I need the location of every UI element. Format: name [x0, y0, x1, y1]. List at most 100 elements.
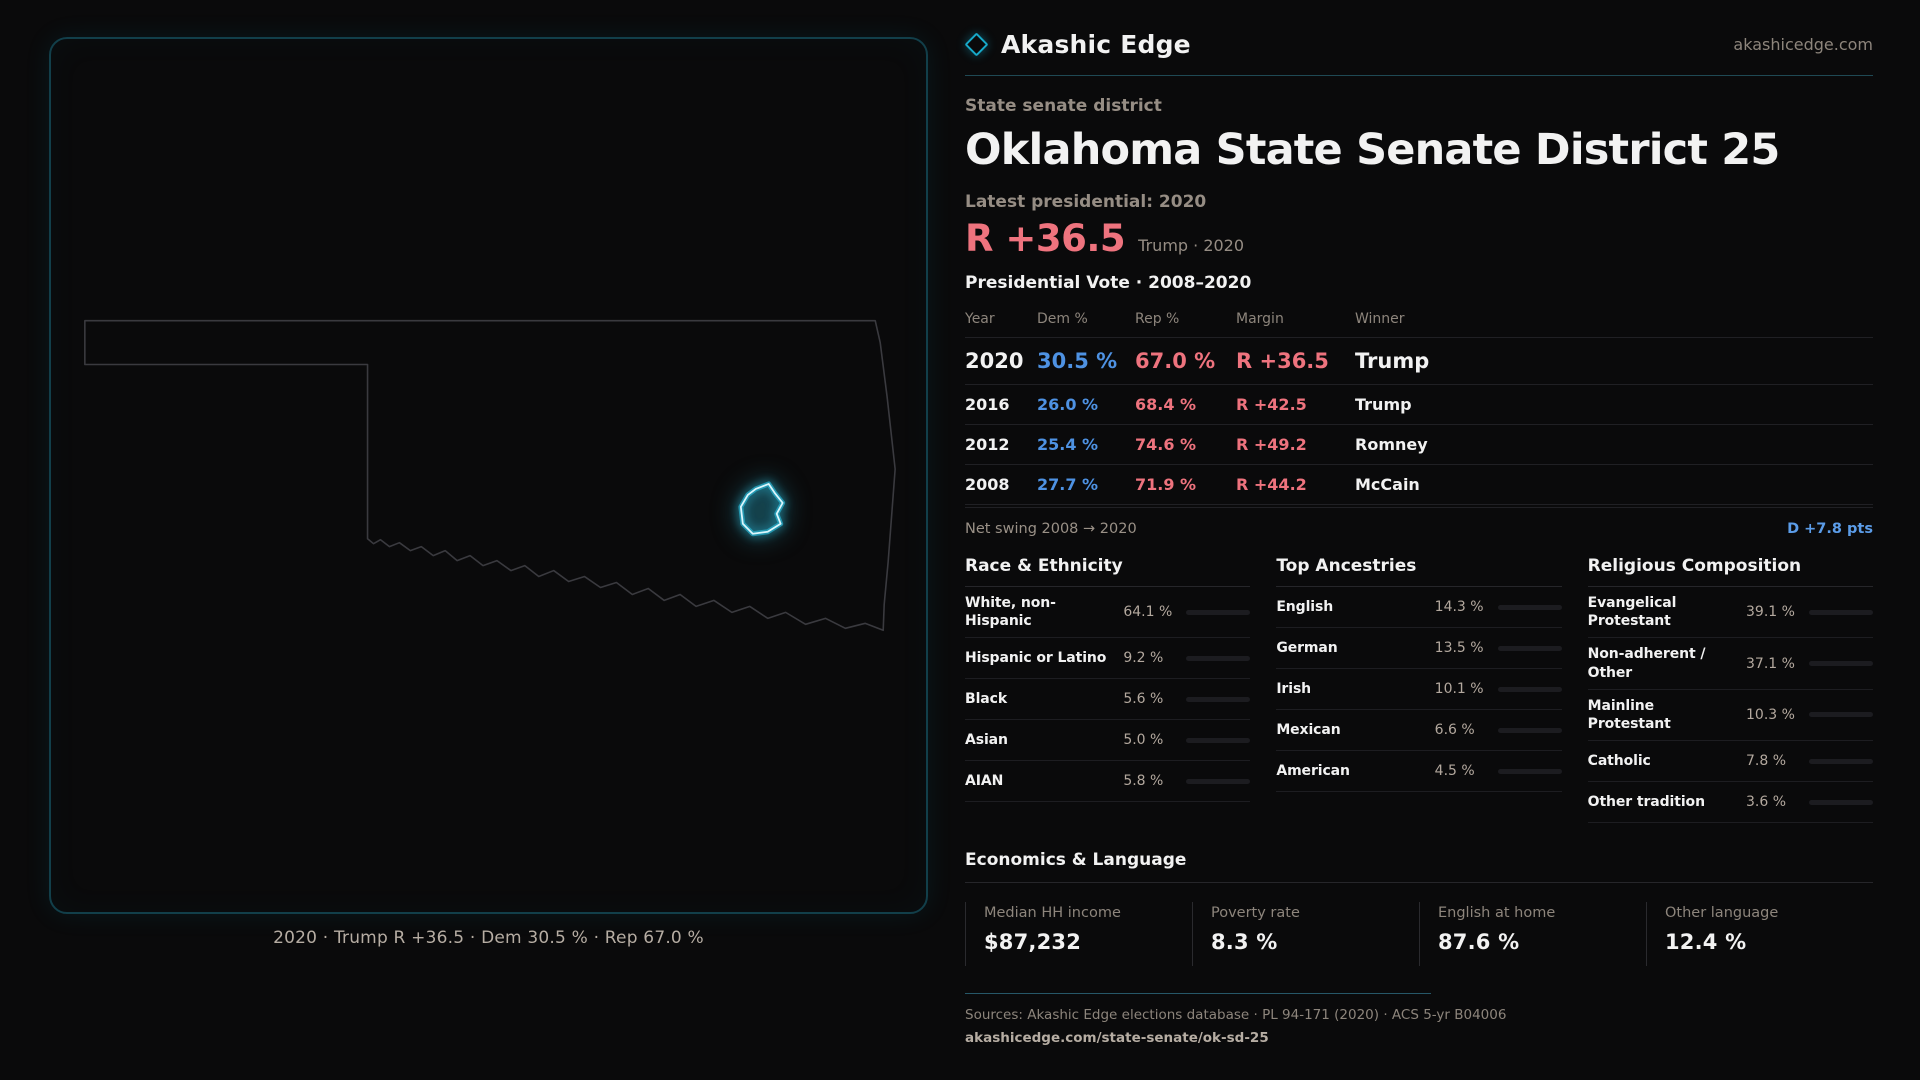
demo-value: 5.0 %	[1123, 732, 1164, 749]
net-swing-row: Net swing 2008 → 2020 D +7.8 pts	[965, 507, 1873, 537]
demo-label: Asian	[965, 732, 1008, 749]
demo-value: 37.1 %	[1746, 655, 1795, 672]
demo-value: 5.8 %	[1123, 773, 1164, 790]
religious-composition-section: Religious Composition Evangelical Protes…	[1587, 556, 1873, 824]
cell-dem: 27.7 %	[1037, 475, 1099, 494]
stat-value: 8.3 %	[1211, 930, 1278, 955]
headline-margin: R +36.5 Trump · 2020	[965, 217, 1873, 260]
presidential-vote-table: Year Dem % Rep % Margin Winner 2020 30.5…	[965, 305, 1873, 505]
stat-label: Median HH income	[984, 905, 1121, 922]
demo-row: Catholic 7.8 %	[1587, 741, 1873, 783]
demo-row: Evangelical Protestant 39.1 %	[1587, 587, 1873, 639]
demo-bar	[1186, 655, 1251, 661]
top-ancestries-section: Top Ancestries English 14.3 % German 13.…	[1276, 556, 1562, 823]
table-row: 2016 26.0 % 68.4 % R +42.5 Trump	[965, 385, 1873, 425]
col-winner: Winner	[1355, 311, 1405, 327]
stat-english-at-home: English at home 87.6 %	[1419, 902, 1646, 967]
oklahoma-map	[84, 319, 896, 632]
table-title: Presidential Vote · 2008–2020	[965, 273, 1252, 293]
permalink[interactable]: akashicedge.com/state-senate/ok-sd-25	[965, 1030, 1269, 1046]
demo-row: Hispanic or Latino 9.2 %	[965, 638, 1251, 680]
demo-value: 4.5 %	[1434, 763, 1475, 779]
demo-label: Catholic	[1587, 753, 1651, 770]
demo-bar	[1809, 609, 1873, 615]
demo-label: Evangelical Protestant	[1587, 595, 1677, 630]
cell-year: 2012	[965, 435, 1010, 454]
site-link[interactable]: akashicedge.com	[1733, 35, 1873, 54]
cell-margin: R +49.2	[1236, 435, 1307, 454]
cell-dem: 25.4 %	[1037, 435, 1099, 454]
net-swing-value: D +7.8 pts	[1787, 521, 1873, 537]
demo-row: Black 5.6 %	[965, 679, 1251, 721]
eyebrow-label: State senate district	[965, 96, 1162, 116]
demo-label: Hispanic or Latino	[965, 650, 1107, 667]
table-row: 2012 25.4 % 74.6 % R +49.2 Romney	[965, 425, 1873, 465]
section-title: Race & Ethnicity	[965, 556, 1251, 587]
section-title: Religious Composition	[1587, 556, 1873, 587]
demo-bar	[1186, 696, 1251, 702]
cell-rep: 71.9 %	[1135, 475, 1197, 494]
col-year: Year	[965, 311, 995, 327]
latest-presidential-label: Latest presidential: 2020	[965, 192, 1207, 212]
cell-year: 2016	[965, 395, 1010, 414]
net-swing-label: Net swing 2008 → 2020	[965, 521, 1137, 537]
demo-row: German 13.5 %	[1276, 628, 1562, 669]
margin-note: Trump · 2020	[1138, 236, 1245, 255]
demo-row: White, non-Hispanic 64.1 %	[965, 587, 1251, 639]
demo-value: 6.6 %	[1434, 722, 1475, 738]
stat-poverty-rate: Poverty rate 8.3 %	[1192, 902, 1419, 967]
col-rep: Rep %	[1135, 311, 1180, 327]
demo-bar	[1186, 737, 1251, 743]
col-margin: Margin	[1236, 311, 1284, 327]
demographics-grid: Race & Ethnicity White, non-Hispanic 64.…	[965, 556, 1873, 824]
sources-text: Sources: Akashic Edge elections database…	[965, 1007, 1507, 1023]
demo-bar	[1809, 758, 1873, 764]
page-title: Oklahoma State Senate District 25	[965, 125, 1780, 175]
demo-bar	[1809, 661, 1873, 667]
cell-dem: 26.0 %	[1037, 395, 1099, 414]
stat-value: $87,232	[984, 930, 1082, 955]
demo-label: German	[1276, 639, 1338, 656]
stat-value: 12.4 %	[1665, 930, 1747, 955]
demo-row: American 4.5 %	[1276, 751, 1562, 792]
map-caption: 2020 · Trump R +36.5 · Dem 30.5 % · Rep …	[273, 928, 704, 948]
demo-label: White, non-Hispanic	[965, 595, 1056, 630]
demo-label: English	[1276, 598, 1334, 615]
cell-margin: R +42.5	[1236, 395, 1307, 414]
demo-bar	[1186, 778, 1251, 784]
demo-label: Irish	[1276, 680, 1312, 697]
brand-header: Akashic Edge akashicedge.com	[964, 30, 1873, 76]
race-ethnicity-section: Race & Ethnicity White, non-Hispanic 64.…	[965, 556, 1251, 823]
demo-value: 13.5 %	[1434, 640, 1484, 656]
economics-stats: Median HH income $87,232 Poverty rate 8.…	[965, 902, 1873, 967]
demo-label: Non-adherent / Other	[1587, 646, 1706, 681]
stat-label: Poverty rate	[1211, 905, 1300, 922]
cell-rep: 67.0 %	[1135, 349, 1216, 373]
stat-value: 87.6 %	[1438, 930, 1520, 955]
demo-value: 7.8 %	[1746, 753, 1787, 770]
oklahoma-state-outline	[84, 319, 896, 632]
demo-label: Other tradition	[1587, 794, 1705, 811]
cell-winner: McCain	[1355, 475, 1420, 494]
demo-label: Mexican	[1276, 721, 1341, 738]
cell-rep: 68.4 %	[1135, 395, 1197, 414]
demo-value: 14.3 %	[1434, 599, 1484, 615]
demo-bar	[1809, 799, 1873, 805]
demo-row: Mexican 6.6 %	[1276, 710, 1562, 751]
demo-value: 10.3 %	[1746, 706, 1795, 723]
demo-bar	[1497, 604, 1562, 610]
demo-value: 39.1 %	[1746, 604, 1795, 621]
stat-label: Other language	[1665, 905, 1779, 922]
demo-bar	[1497, 727, 1562, 733]
cell-margin: R +36.5	[1236, 349, 1329, 373]
demo-value: 5.6 %	[1123, 691, 1164, 708]
stat-median-hh-income: Median HH income $87,232	[965, 902, 1192, 967]
demo-bar	[1497, 686, 1562, 692]
demo-row: Asian 5.0 %	[965, 720, 1251, 762]
demo-bar	[1497, 768, 1562, 774]
table-row: 2020 30.5 % 67.0 % R +36.5 Trump	[965, 338, 1873, 385]
demo-label: American	[1276, 762, 1350, 779]
cell-margin: R +44.2	[1236, 475, 1307, 494]
section-title: Top Ancestries	[1276, 556, 1562, 587]
demo-row: Irish 10.1 %	[1276, 669, 1562, 710]
